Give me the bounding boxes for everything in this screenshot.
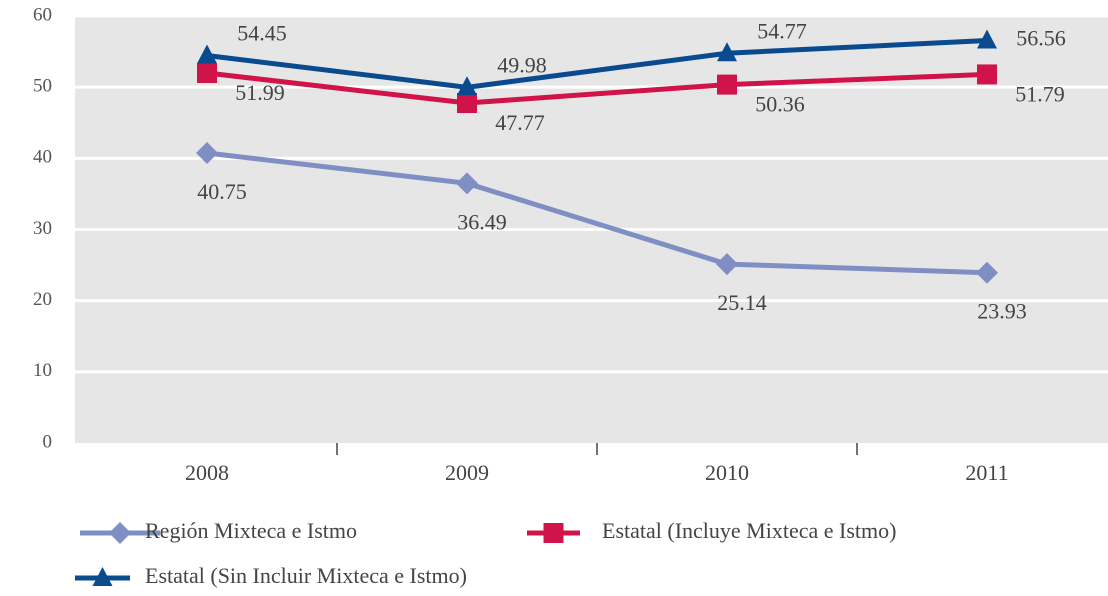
data-point	[197, 44, 217, 64]
data-label: 36.49	[457, 209, 507, 234]
legend-label: Estatal (Sin Incluir Mixteca e Istmo)	[145, 563, 467, 588]
data-point	[457, 93, 477, 114]
data-label: 47.77	[495, 110, 545, 135]
y-tick-label: 60	[33, 4, 52, 25]
data-label: 25.14	[717, 290, 767, 315]
data-label: 23.93	[977, 299, 1027, 324]
data-point	[977, 64, 997, 85]
series-line	[206, 37, 988, 90]
y-tick-label: 40	[33, 147, 52, 168]
data-point	[456, 172, 478, 195]
x-tick-label: 2010	[705, 460, 749, 485]
series-line	[206, 70, 988, 106]
data-label: 40.75	[197, 179, 247, 204]
data-label: 50.36	[755, 92, 805, 117]
data-label: 49.98	[497, 52, 547, 77]
x-tick-label: 2011	[965, 460, 1008, 485]
data-label: 51.79	[1015, 81, 1065, 106]
data-point	[717, 74, 737, 95]
data-label: 54.77	[757, 18, 807, 43]
data-label: 54.45	[237, 21, 287, 46]
data-point	[717, 42, 737, 62]
legend-marker	[109, 522, 131, 544]
data-point	[977, 29, 997, 49]
x-tick-label: 2009	[445, 460, 489, 485]
y-tick-label: 30	[33, 218, 52, 239]
data-label: 51.99	[235, 80, 285, 105]
legend-marker	[92, 567, 113, 586]
data-label: 56.56	[1016, 26, 1066, 51]
legend-label: Región Mixteca e Istmo	[145, 518, 357, 543]
data-point	[976, 261, 998, 284]
x-tick-label: 2008	[185, 460, 229, 485]
y-tick-label: 10	[33, 360, 52, 381]
y-tick-label: 50	[33, 76, 52, 97]
data-point	[196, 141, 218, 164]
data-point	[457, 76, 477, 96]
y-tick-label: 20	[33, 289, 52, 310]
series-line	[206, 150, 988, 276]
legend-label: Estatal (Incluye Mixteca e Istmo)	[602, 518, 896, 543]
data-point	[197, 63, 217, 84]
legend-marker	[543, 523, 564, 543]
y-tick-label: 0	[43, 431, 53, 452]
data-point	[716, 253, 738, 276]
